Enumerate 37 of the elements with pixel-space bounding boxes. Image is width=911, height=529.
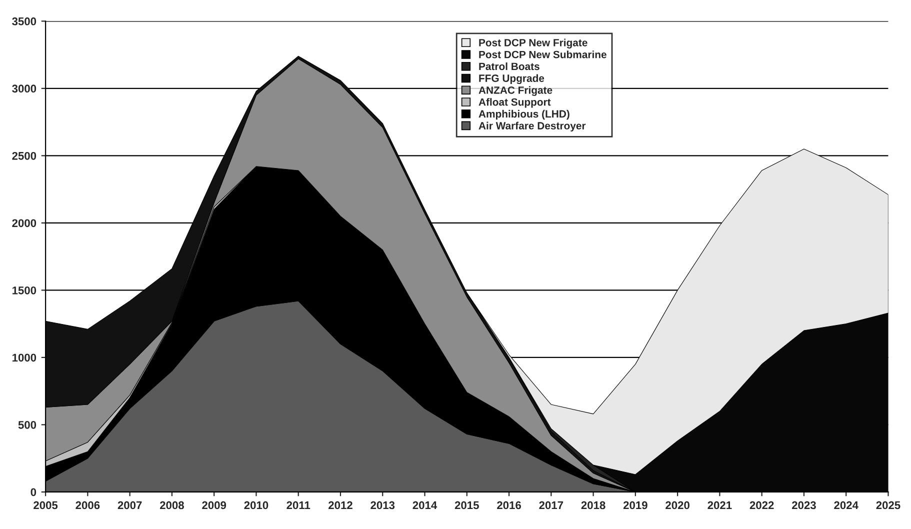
x-tick-label: 2013 xyxy=(370,501,395,510)
legend-label: Afloat Support xyxy=(478,98,551,108)
legend-label: Amphibious (LHD) xyxy=(478,110,570,120)
x-tick-label: 2009 xyxy=(202,501,226,510)
x-tick-label: 2025 xyxy=(876,501,900,510)
x-tick-label: 2020 xyxy=(666,501,690,510)
x-tick-label: 2014 xyxy=(412,501,438,510)
legend-label: Air Warfare Destroyer xyxy=(478,122,586,132)
x-tick-label: 2019 xyxy=(623,501,648,510)
x-tick-label: 2008 xyxy=(160,501,184,510)
x-tick-label: 2011 xyxy=(286,501,310,510)
x-tick-label: 2012 xyxy=(328,501,352,510)
x-tick-label: 2018 xyxy=(581,501,606,510)
x-tick-label: 2017 xyxy=(539,501,564,510)
x-tick-label: 2010 xyxy=(244,501,268,510)
y-tick-label: 2000 xyxy=(12,219,36,228)
y-tick-label: 0 xyxy=(30,488,36,496)
y-tick-label: 2500 xyxy=(12,152,36,160)
x-tick-label: 2016 xyxy=(497,501,521,510)
y-tick-label: 1000 xyxy=(12,354,36,362)
x-tick-label: 2023 xyxy=(792,501,816,510)
x-tick-label: 2005 xyxy=(34,501,58,510)
y-tick-label: 1500 xyxy=(12,286,36,294)
y-tick-label: 500 xyxy=(18,420,36,429)
x-tick-label: 2024 xyxy=(834,501,858,510)
legend-label: Patrol Boats xyxy=(479,62,540,70)
x-tick-label: 2007 xyxy=(118,501,142,510)
legend-label: ANZAC Frigate xyxy=(478,86,552,96)
x-tick-label: 2006 xyxy=(76,501,100,510)
y-tick-label: 3500 xyxy=(12,17,36,26)
legend-label: FFG Upgrade xyxy=(479,74,544,84)
y-tick-label: 3000 xyxy=(12,84,36,93)
x-tick-label: 2021 xyxy=(708,501,732,510)
legend-label: Post DCP New Submarine xyxy=(479,50,606,58)
x-tick-label: 2015 xyxy=(454,501,479,510)
legend-label: Post DCP New Frigate xyxy=(479,38,588,48)
x-tick-label: 2022 xyxy=(750,501,774,510)
